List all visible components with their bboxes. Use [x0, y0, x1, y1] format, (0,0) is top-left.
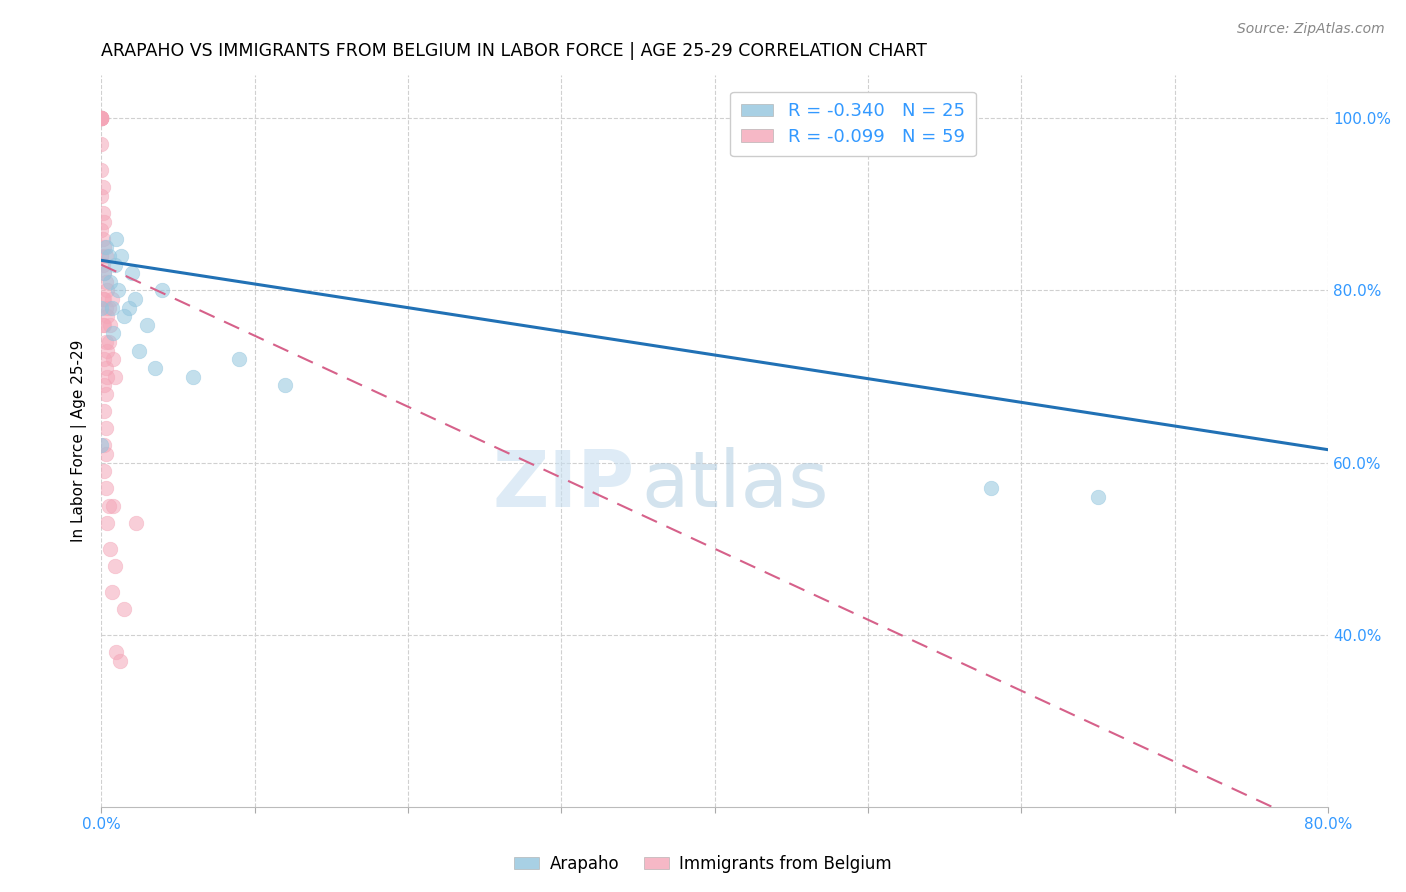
Point	[93, 378, 115, 392]
Point	[104, 558, 127, 573]
Point	[1087, 490, 1109, 504]
Point	[91, 232, 114, 246]
Point	[91, 206, 114, 220]
Point	[97, 335, 120, 350]
Point	[90, 249, 112, 263]
Point	[90, 112, 112, 126]
Text: atlas: atlas	[641, 447, 828, 523]
Point	[93, 404, 115, 418]
Point	[103, 499, 125, 513]
Point	[94, 447, 117, 461]
Point	[90, 112, 112, 126]
Point	[104, 369, 127, 384]
Point	[112, 310, 135, 324]
Point	[93, 292, 115, 306]
Point	[228, 352, 250, 367]
Point	[93, 438, 115, 452]
Point	[97, 301, 120, 315]
Point	[121, 266, 143, 280]
Point	[96, 284, 118, 298]
Point	[91, 292, 114, 306]
Point	[94, 240, 117, 254]
Text: ARAPAHO VS IMMIGRANTS FROM BELGIUM IN LABOR FORCE | AGE 25-29 CORRELATION CHART: ARAPAHO VS IMMIGRANTS FROM BELGIUM IN LA…	[101, 42, 927, 60]
Point	[124, 292, 146, 306]
Point	[110, 249, 132, 263]
Point	[90, 162, 112, 177]
Point	[274, 378, 297, 392]
Text: ZIP: ZIP	[492, 447, 636, 523]
Point	[96, 343, 118, 358]
Point	[97, 249, 120, 263]
Point	[90, 188, 112, 202]
Point	[96, 369, 118, 384]
Point	[101, 301, 124, 315]
Point	[94, 275, 117, 289]
Point	[98, 275, 121, 289]
Point	[103, 352, 125, 367]
Point	[101, 584, 124, 599]
Point	[98, 541, 121, 556]
Text: Source: ZipAtlas.com: Source: ZipAtlas.com	[1237, 22, 1385, 37]
Point	[101, 292, 124, 306]
Point	[93, 240, 115, 254]
Point	[93, 464, 115, 478]
Point	[118, 301, 141, 315]
Point	[94, 386, 117, 401]
Point	[93, 266, 115, 280]
Point	[93, 214, 115, 228]
Point	[980, 482, 1002, 496]
Point	[90, 438, 112, 452]
Point	[181, 369, 204, 384]
Point	[90, 112, 112, 126]
Point	[96, 310, 118, 324]
Point	[94, 249, 117, 263]
Point	[94, 360, 117, 375]
Point	[136, 318, 159, 332]
Point	[91, 180, 114, 194]
Point	[90, 301, 112, 315]
Point	[143, 360, 166, 375]
Point	[94, 301, 117, 315]
Point	[94, 335, 117, 350]
Point	[90, 112, 112, 126]
Point	[93, 352, 115, 367]
Point	[108, 654, 131, 668]
Point	[93, 318, 115, 332]
Point	[112, 602, 135, 616]
Point	[90, 112, 112, 126]
Point	[90, 137, 112, 152]
Point	[93, 266, 115, 280]
Point	[90, 112, 112, 126]
Point	[125, 516, 148, 530]
Y-axis label: In Labor Force | Age 25-29: In Labor Force | Age 25-29	[72, 340, 87, 542]
Point	[128, 343, 150, 358]
Point	[96, 516, 118, 530]
Point	[90, 112, 112, 126]
Point	[90, 112, 112, 126]
Point	[94, 421, 117, 435]
Point	[91, 258, 114, 272]
Point	[90, 112, 112, 126]
Point	[152, 284, 174, 298]
Point	[90, 223, 112, 237]
Point	[105, 645, 128, 659]
Point	[91, 318, 114, 332]
Legend: Arapaho, Immigrants from Belgium: Arapaho, Immigrants from Belgium	[508, 848, 898, 880]
Legend: R = -0.340   N = 25, R = -0.099   N = 59: R = -0.340 N = 25, R = -0.099 N = 59	[730, 92, 976, 156]
Point	[103, 326, 125, 341]
Point	[97, 499, 120, 513]
Point	[94, 482, 117, 496]
Point	[107, 284, 129, 298]
Point	[98, 318, 121, 332]
Point	[104, 258, 127, 272]
Point	[105, 232, 128, 246]
